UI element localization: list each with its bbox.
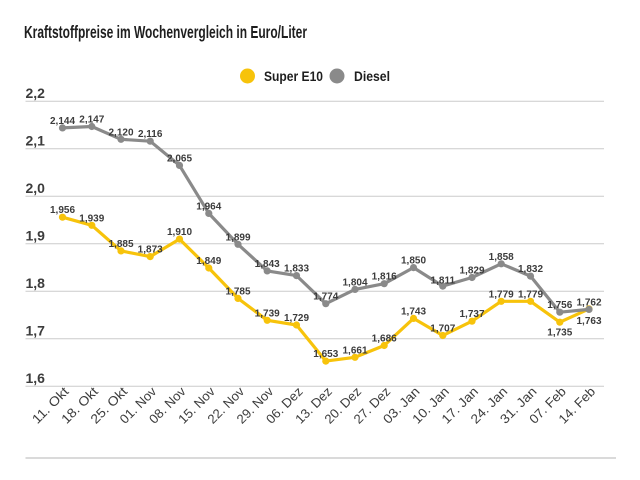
svg-text:1,779: 1,779 — [489, 289, 514, 300]
svg-text:1,686: 1,686 — [372, 334, 397, 345]
svg-text:1,939: 1,939 — [79, 213, 104, 224]
svg-text:2,120: 2,120 — [108, 127, 133, 138]
svg-text:1,653: 1,653 — [313, 349, 338, 360]
svg-text:2,116: 2,116 — [138, 129, 163, 140]
svg-text:2,147: 2,147 — [79, 115, 104, 126]
svg-text:1,885: 1,885 — [108, 239, 133, 250]
svg-text:1,850: 1,850 — [401, 256, 426, 267]
svg-text:1,729: 1,729 — [284, 313, 309, 324]
svg-text:1,873: 1,873 — [138, 245, 163, 256]
svg-text:1,707: 1,707 — [430, 324, 455, 335]
svg-text:1,737: 1,737 — [459, 309, 484, 320]
svg-text:Kraftstoffpreise im Wochenverg: Kraftstoffpreise im Wochenvergleich in E… — [24, 22, 307, 42]
svg-text:1,832: 1,832 — [518, 264, 543, 275]
svg-text:1,756: 1,756 — [547, 300, 572, 311]
svg-text:1,811: 1,811 — [431, 276, 456, 287]
svg-text:1,899: 1,899 — [225, 232, 250, 243]
svg-text:1,964: 1,964 — [196, 201, 221, 212]
svg-text:1,762: 1,762 — [576, 297, 601, 308]
svg-text:1,6: 1,6 — [26, 370, 46, 386]
svg-text:Super E10: Super E10 — [264, 69, 323, 84]
svg-text:1,743: 1,743 — [401, 306, 426, 317]
svg-text:Diesel: Diesel — [354, 69, 390, 84]
svg-text:1,661: 1,661 — [342, 345, 367, 356]
svg-text:1,829: 1,829 — [459, 266, 484, 277]
svg-text:1,7: 1,7 — [26, 322, 46, 338]
svg-text:1,843: 1,843 — [255, 259, 280, 270]
svg-text:2,065: 2,065 — [167, 153, 192, 164]
svg-text:2,1: 2,1 — [26, 132, 46, 148]
svg-text:1,8: 1,8 — [26, 275, 46, 291]
svg-text:1,9: 1,9 — [26, 227, 46, 243]
svg-text:1,858: 1,858 — [489, 252, 514, 263]
svg-text:2,2: 2,2 — [26, 85, 46, 101]
svg-text:1,816: 1,816 — [372, 272, 397, 283]
svg-text:1,849: 1,849 — [196, 256, 221, 267]
svg-text:1,739: 1,739 — [255, 308, 280, 319]
svg-text:1,785: 1,785 — [225, 286, 250, 297]
svg-text:1,804: 1,804 — [342, 277, 367, 288]
svg-text:1,763: 1,763 — [576, 316, 601, 327]
svg-text:1,774: 1,774 — [313, 292, 338, 303]
svg-text:1,956: 1,956 — [50, 205, 75, 216]
svg-text:1,910: 1,910 — [167, 227, 192, 238]
svg-text:1,779: 1,779 — [518, 289, 543, 300]
svg-text:1,833: 1,833 — [284, 264, 309, 275]
svg-text:1,735: 1,735 — [547, 328, 572, 339]
svg-text:2,144: 2,144 — [50, 116, 75, 127]
svg-text:2,0: 2,0 — [26, 180, 46, 196]
